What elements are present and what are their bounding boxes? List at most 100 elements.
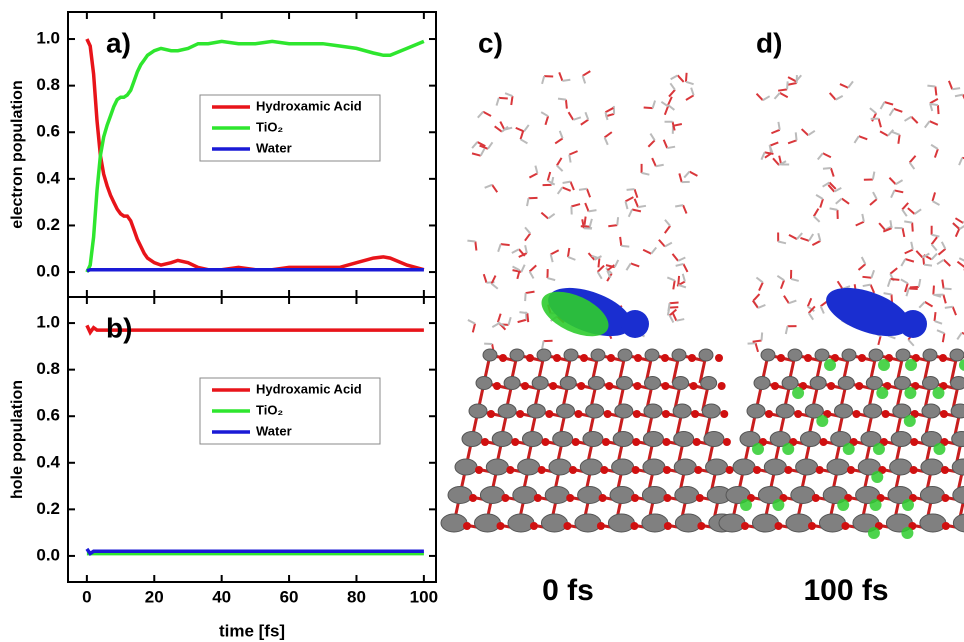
water-bond	[495, 97, 500, 106]
ti-atom	[585, 403, 605, 419]
ti-atom	[919, 513, 947, 533]
water-bond	[947, 80, 954, 90]
water-bond	[683, 170, 691, 179]
o-atom	[804, 354, 812, 362]
ti-atom	[921, 376, 939, 390]
water-bond	[582, 70, 591, 77]
ti-atom	[785, 513, 813, 533]
water-bond	[664, 219, 671, 227]
ti-atom	[548, 458, 572, 476]
water-bond	[807, 129, 816, 137]
water-bond	[588, 209, 597, 213]
density-blob	[932, 387, 945, 399]
water-bond	[822, 181, 830, 188]
ti-atom	[643, 403, 663, 419]
water-bond	[517, 318, 527, 324]
water-bond	[564, 99, 568, 109]
water-bond	[861, 213, 865, 222]
water-bond	[813, 215, 821, 223]
water-bond	[930, 252, 938, 261]
water-bond	[755, 276, 764, 284]
water-bond	[616, 217, 620, 226]
water-bond	[501, 125, 509, 133]
water-bond	[944, 305, 953, 309]
water-bond	[524, 226, 532, 235]
water-bond	[643, 106, 653, 110]
water-bond	[841, 197, 850, 205]
ti-atom	[841, 348, 857, 362]
o-atom	[941, 494, 950, 502]
water-bond	[857, 263, 867, 271]
ti-atom	[642, 431, 664, 447]
water-bond	[605, 264, 615, 269]
o-atom	[753, 466, 761, 474]
water-bond	[658, 239, 666, 248]
water-bond	[584, 111, 590, 121]
density-blob	[621, 310, 649, 338]
water-bond	[936, 105, 940, 115]
water-bond	[467, 319, 476, 325]
water-bond	[889, 220, 893, 229]
water-bond	[588, 218, 593, 227]
y-tick-label: 0.8	[36, 75, 60, 94]
o-atom	[661, 382, 670, 390]
ti-atom	[611, 458, 635, 476]
density-blob	[752, 443, 764, 455]
ti-atom	[503, 376, 521, 390]
ti-atom	[590, 348, 606, 362]
water-bond	[933, 311, 937, 322]
density-blob	[826, 287, 910, 337]
density-blob	[903, 415, 916, 427]
water-bond	[504, 92, 513, 98]
ti-atom	[739, 431, 761, 447]
ti-atom	[760, 348, 776, 362]
water-bond	[762, 95, 771, 102]
water-bond	[677, 256, 686, 262]
y-tick-label: 0.2	[36, 499, 60, 518]
water-bond	[677, 283, 687, 289]
ti-atom	[607, 513, 635, 533]
o-atom	[910, 438, 919, 446]
water-bond	[908, 155, 917, 164]
ti-atom	[718, 513, 746, 533]
water-bond	[512, 265, 521, 272]
water-bond	[670, 74, 679, 81]
ti-atom	[473, 513, 501, 533]
water-bond	[519, 311, 528, 315]
water-bond	[924, 120, 931, 129]
density-blob	[782, 443, 795, 455]
water-bond	[904, 115, 912, 122]
ti-atom	[863, 403, 883, 419]
water-bond	[562, 180, 571, 184]
water-bond	[911, 222, 914, 232]
ti-atom	[517, 458, 541, 476]
panel-label: b)	[106, 312, 132, 343]
water-bond	[907, 339, 915, 347]
water-bond	[956, 332, 963, 341]
water-bond	[796, 232, 803, 240]
water-bond	[941, 333, 946, 343]
water-bond	[490, 275, 497, 285]
water-bond	[675, 262, 684, 267]
o-atom	[580, 354, 588, 362]
density-blob	[871, 471, 884, 483]
ti-atom	[531, 376, 549, 390]
o-atom	[541, 438, 550, 446]
o-atom	[694, 466, 703, 474]
water-bond	[961, 331, 964, 335]
water-bond	[482, 110, 492, 117]
water-bond	[904, 283, 909, 293]
water-bond	[491, 184, 499, 193]
water-bond	[936, 329, 945, 335]
water-bond	[877, 335, 882, 346]
x-tick-label: 40	[212, 587, 231, 606]
water-bond	[651, 157, 657, 167]
plot-frame	[67, 296, 437, 583]
water-bond	[954, 93, 964, 98]
water-bond	[477, 111, 484, 119]
water-bond	[829, 207, 838, 211]
water-bond	[625, 262, 632, 271]
water-bond	[752, 293, 761, 302]
water-bond	[958, 225, 964, 231]
density-blob	[867, 527, 880, 539]
